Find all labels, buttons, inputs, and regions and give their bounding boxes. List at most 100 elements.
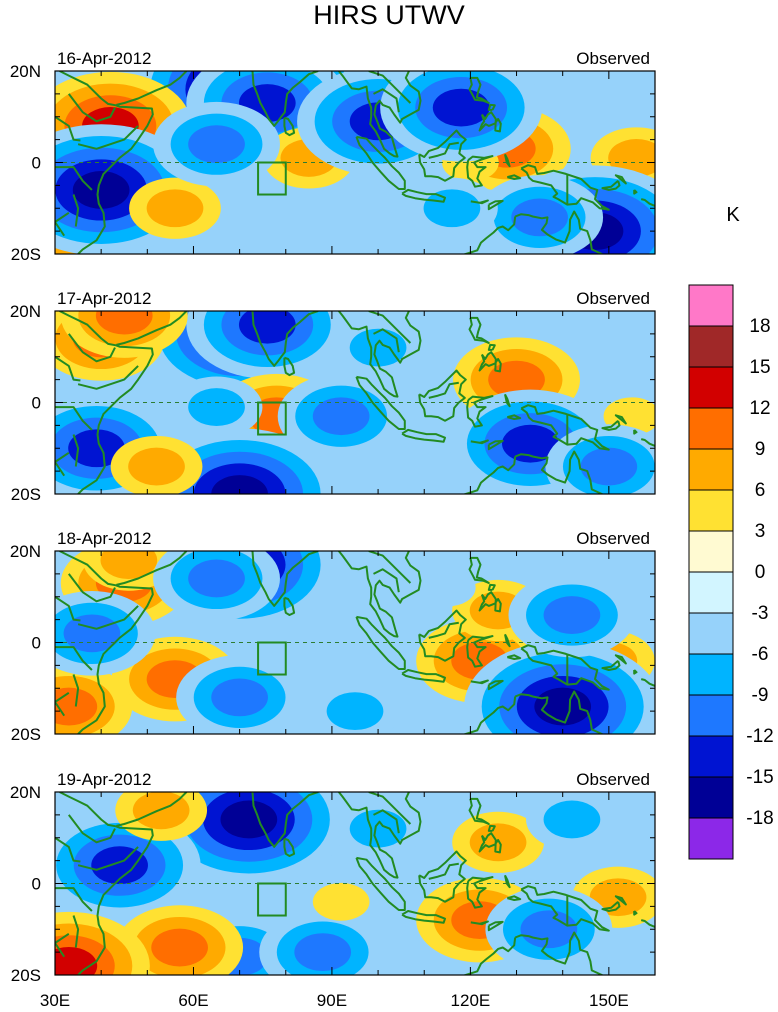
anomaly-contour [220,800,278,839]
coastline [55,691,70,717]
coastline [614,414,627,425]
anomaly-contour [543,596,601,634]
coastline [77,365,139,390]
anomaly-contour [312,397,370,436]
anomaly-contour [211,475,268,494]
anomaly-contour [488,360,545,399]
coastline [520,644,610,691]
coastline [640,678,655,687]
coastline [514,931,604,975]
coastline [55,932,70,958]
colorbar-level-label: 15 [749,357,770,378]
coastline [468,556,490,584]
anomaly-field [55,792,655,975]
coastline [470,439,489,445]
panel-label: Observed [576,49,650,68]
coastline [640,198,655,207]
coastline [232,311,319,367]
focus-box [257,882,287,917]
coastline [338,71,422,158]
anomaly-contour [211,678,268,717]
coastline [428,862,459,880]
coastline [283,596,296,616]
coastline [232,792,319,848]
coastline [462,456,517,494]
colorbar-swatch [688,776,734,819]
panel-date: 19-Apr-2012 [57,770,152,789]
anomaly-field [55,71,655,254]
y-tick-label: 0 [32,154,41,173]
colorbar-level-label: 9 [755,439,766,460]
anomaly-contour [95,311,153,335]
colorbar-swatch [688,817,734,860]
coastline [487,199,504,211]
y-tick-label: 20N [10,783,41,802]
coastline [68,93,116,123]
colorbar-level-label: -12 [746,726,773,747]
y-tick-label: 20S [11,966,41,985]
coastline [520,164,610,211]
coastline [418,850,467,903]
coastline [355,615,406,670]
colorbar-level-label: -15 [746,767,773,788]
coastline [283,837,296,857]
panel-label: Observed [576,770,650,789]
coastline [514,690,604,734]
coastline [116,71,188,106]
coastline [487,824,496,832]
colorbar-swatch [688,694,734,737]
x-tick-label: 120E [451,991,491,1010]
coastline [614,895,627,906]
coastline [468,316,490,344]
coastline [468,76,490,104]
colorbar-swatch [688,448,734,491]
coastline [77,605,139,630]
anomaly-contour [520,910,578,949]
coastline [116,311,188,346]
colorbar-level-label: 18 [749,316,770,337]
colorbar-level-label: -9 [752,685,769,706]
coastline [504,874,511,889]
coastline [468,797,490,825]
panel-label: Observed [576,529,650,548]
coastline [338,792,422,879]
anomaly-contour [188,125,245,164]
coastline [68,573,116,603]
coastline [487,439,504,451]
coastline [55,646,93,671]
coastline [640,438,655,447]
coastline [418,369,467,422]
anomaly-contour [68,429,125,468]
colorbar-level-label: 3 [755,521,766,542]
anomaly-field [55,551,655,734]
coastline [55,595,81,622]
x-axis: 30E 60E 90E 120E 150E [40,991,629,1010]
coastline [349,551,351,552]
panel-date: 17-Apr-2012 [57,289,152,308]
coastline [55,887,93,912]
colorbar-level-label: 0 [755,562,766,583]
coastline [373,328,400,353]
coastline [68,333,116,363]
coastline [504,393,511,408]
coastline [116,792,188,827]
y-tick-label: 20N [10,302,41,321]
coastline [640,919,655,928]
x-tick-label: 150E [589,991,629,1010]
coastline [77,846,139,871]
anomaly-contour [100,551,158,580]
anomaly-contour [146,189,204,228]
anomaly-field [55,311,655,494]
colorbar-swatch [688,489,734,532]
coastline [614,174,627,185]
coastline [283,356,296,377]
coastline [466,876,494,909]
anomaly-contour [151,928,208,967]
anomaly-contour [91,846,148,885]
coastline [72,434,80,467]
y-tick-label: 20N [10,542,41,561]
colorbar-swatch [688,530,734,573]
panel: 20N 0 20S 19-Apr-2012 Observed [10,770,656,985]
x-tick-label: 60E [178,991,208,1010]
coastline [373,88,400,113]
